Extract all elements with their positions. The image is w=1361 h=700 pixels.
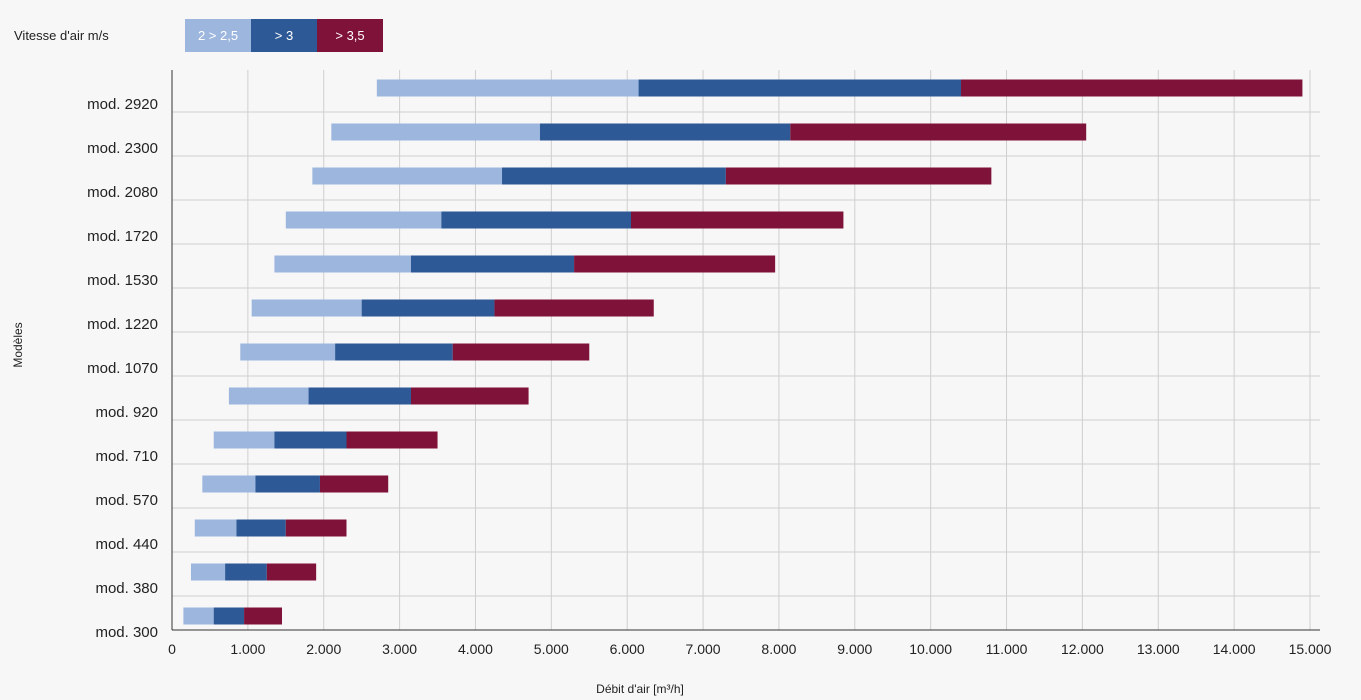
bar-segment: [452, 343, 590, 361]
y-tick-label: mod. 300: [95, 624, 158, 641]
bar-segment: [228, 387, 309, 405]
bar-segment: [244, 607, 283, 625]
bar-segment: [441, 211, 631, 229]
bar-segment: [312, 167, 503, 185]
x-tick-label: 11.000: [986, 641, 1028, 657]
x-tick-label: 15.000: [1289, 641, 1332, 657]
bar-segment: [308, 387, 411, 405]
legend-item: 2 > 2,5: [185, 19, 251, 52]
x-tick-label: 14.000: [1213, 641, 1256, 657]
bar-segment: [274, 255, 411, 273]
x-tick-label: 6.000: [610, 641, 645, 657]
legend-title: Vitesse d'air m/s: [14, 28, 109, 43]
x-tick-label: 12.000: [1061, 641, 1104, 657]
bar-segment: [574, 255, 776, 273]
bar-segment: [285, 211, 442, 229]
bar-segment: [190, 563, 226, 581]
bar-segment: [410, 255, 575, 273]
y-tick-label: mod. 920: [95, 404, 158, 421]
bar-segment: [255, 475, 320, 493]
y-tick-label: mod. 570: [95, 492, 158, 509]
bar-segment: [346, 431, 438, 449]
bar-segment: [202, 475, 256, 493]
bar-segment: [790, 123, 1087, 141]
bar-segment: [319, 475, 389, 493]
y-tick-label: mod. 440: [95, 536, 158, 553]
x-tick-label: 3.000: [382, 641, 417, 657]
gridlines: [172, 70, 1320, 630]
bar-segment: [494, 299, 654, 317]
x-tick-label: 0: [168, 641, 176, 657]
bar-segment: [274, 431, 347, 449]
y-tick-label: mod. 1720: [87, 228, 158, 245]
bar-segment: [266, 563, 317, 581]
bar-segment: [638, 79, 962, 97]
x-tick-label: 10.000: [909, 641, 952, 657]
bar-segment: [361, 299, 495, 317]
bar-segment: [240, 343, 336, 361]
y-tick-label: mod. 710: [95, 448, 158, 465]
x-tick-label: 2.000: [306, 641, 341, 657]
bars: [183, 79, 1303, 625]
bar-segment: [539, 123, 791, 141]
legend-item: > 3,5: [317, 19, 383, 52]
x-tick-label: 1.000: [230, 641, 265, 657]
bar-segment: [961, 79, 1303, 97]
bar-segment: [251, 299, 362, 317]
bar-segment: [725, 167, 992, 185]
x-tick-label: 4.000: [458, 641, 493, 657]
x-tick-label: 9.000: [837, 641, 872, 657]
bar-segment: [630, 211, 844, 229]
x-tick-label: 5.000: [534, 641, 569, 657]
y-tick-label: mod. 2080: [87, 184, 158, 201]
y-tick-label: mod. 2300: [87, 140, 158, 157]
bar-segment: [183, 607, 214, 625]
bar-segment: [213, 431, 275, 449]
y-tick-label: mod. 1070: [87, 360, 158, 377]
bar-segment: [502, 167, 726, 185]
y-axis-title: Modèles: [11, 322, 25, 367]
bar-segment: [285, 519, 347, 537]
x-tick-label: 13.000: [1137, 641, 1180, 657]
y-tick-label: mod. 380: [95, 580, 158, 597]
x-tick-label: 7.000: [686, 641, 721, 657]
bar-segment: [194, 519, 237, 537]
bar-segment: [376, 79, 639, 97]
bar-segment: [236, 519, 286, 537]
bar-segment: [335, 343, 453, 361]
y-tick-label: mod. 1530: [87, 272, 158, 289]
legend-item: > 3: [251, 19, 317, 52]
x-tick-label: 8.000: [761, 641, 796, 657]
bar-segment: [331, 123, 540, 141]
bar-segment: [410, 387, 529, 405]
bar-segment: [213, 607, 245, 625]
y-tick-label: mod. 2920: [87, 96, 158, 113]
y-tick-label: mod. 1220: [87, 316, 158, 333]
bar-segment: [225, 563, 267, 581]
x-axis-title: Débit d'air [m³/h]: [596, 682, 684, 696]
